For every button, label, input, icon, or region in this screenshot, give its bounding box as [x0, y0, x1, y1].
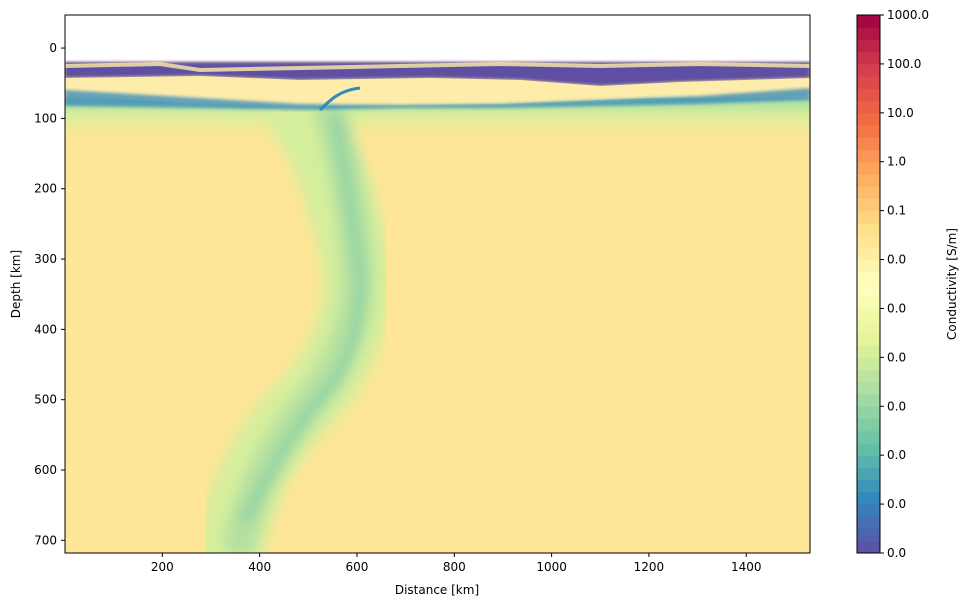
colorbar-band: [857, 442, 880, 456]
colorbar-band: [857, 149, 880, 163]
y-tick-label: 600: [34, 463, 57, 477]
colorbar-band: [857, 504, 880, 517]
colorbar-band: [857, 320, 880, 334]
conductivity-field: [65, 15, 810, 553]
colorbar-band: [857, 259, 880, 273]
colorbar-label: Conductivity [S/m]: [945, 228, 959, 340]
y-tick-label: 500: [34, 393, 57, 407]
colorbar-tick-label: 100.0: [887, 57, 921, 71]
y-tick-label: 400: [34, 322, 57, 336]
colorbar-tick-label: 1.0: [887, 155, 906, 169]
colorbar-tick-label: 0.0: [887, 497, 906, 511]
y-tick-label: 700: [34, 533, 57, 547]
colorbar-band: [857, 173, 880, 187]
x-axis-label: Distance [km]: [395, 583, 479, 597]
colorbar-band: [857, 345, 880, 358]
plot-frame: [64, 14, 811, 554]
colorbar-band: [857, 235, 880, 248]
colorbar-tick-label: 0.0: [887, 350, 906, 364]
colorbar-band: [857, 210, 880, 224]
colorbar-band: [857, 137, 880, 150]
colorbar-band: [857, 247, 880, 261]
colorbar-tick-label: 0.0: [887, 301, 906, 315]
y-tick-label: 300: [34, 252, 57, 266]
x-tick-label: 1000: [536, 560, 567, 574]
colorbar-band: [857, 51, 880, 65]
colorbar-band: [857, 76, 880, 89]
x-tick-label: 1400: [731, 560, 762, 574]
x-tick-label: 400: [248, 560, 271, 574]
colorbar-band: [857, 39, 880, 53]
colorbar-band: [857, 308, 880, 322]
x-tick-label: 200: [151, 560, 174, 574]
colorbar-band: [857, 88, 880, 102]
y-axis-label: Depth [km]: [9, 250, 23, 318]
y-tick-label: 100: [34, 111, 57, 125]
colorbar-band: [857, 418, 880, 432]
x-tick-label: 800: [443, 560, 466, 574]
colorbar: [857, 15, 880, 554]
colorbar-band: [857, 528, 880, 542]
colorbar-band: [857, 357, 880, 371]
colorbar-band: [857, 27, 880, 40]
colorbar-band: [857, 125, 880, 138]
colorbar-band: [857, 406, 880, 419]
colorbar-band: [857, 381, 880, 395]
colorbar-band: [857, 284, 880, 297]
colorbar-band: [857, 394, 880, 407]
colorbar-band: [857, 540, 880, 554]
colorbar-band: [857, 479, 880, 493]
colorbar-band: [857, 100, 880, 114]
colorbar-tick-label: 1000.0: [887, 8, 929, 22]
colorbar-band: [857, 467, 880, 481]
colorbar-band: [857, 516, 880, 530]
colorbar-band: [857, 161, 880, 175]
colorbar-tick-label: 0.0: [887, 253, 906, 267]
colorbar-band: [857, 15, 880, 28]
colorbar-tick-label: 0.1: [887, 204, 906, 218]
colorbar-band: [857, 369, 880, 383]
colorbar-band: [857, 455, 880, 468]
colorbar-band: [857, 112, 880, 126]
colorbar-frame: [856, 14, 881, 554]
colorbar-tick-label: 0.0: [887, 399, 906, 413]
colorbar-band: [857, 198, 880, 212]
colorbar-band: [857, 271, 880, 285]
colorbar-band: [857, 430, 880, 444]
y-tick-label: 200: [34, 182, 57, 196]
colorbar-band: [857, 63, 880, 77]
colorbar-band: [857, 296, 880, 309]
colorbar-band: [857, 222, 880, 236]
colorbar-band: [857, 186, 880, 199]
colorbar-tick-label: 0.0: [887, 448, 906, 462]
y-tick-label: 0: [49, 41, 57, 55]
colorbar-tick-label: 10.0: [887, 106, 914, 120]
colorbar-tick-label: 0.0: [887, 546, 906, 560]
x-tick-label: 600: [346, 560, 369, 574]
colorbar-band: [857, 491, 880, 505]
x-tick-label: 1200: [634, 560, 665, 574]
colorbar-band: [857, 332, 880, 346]
